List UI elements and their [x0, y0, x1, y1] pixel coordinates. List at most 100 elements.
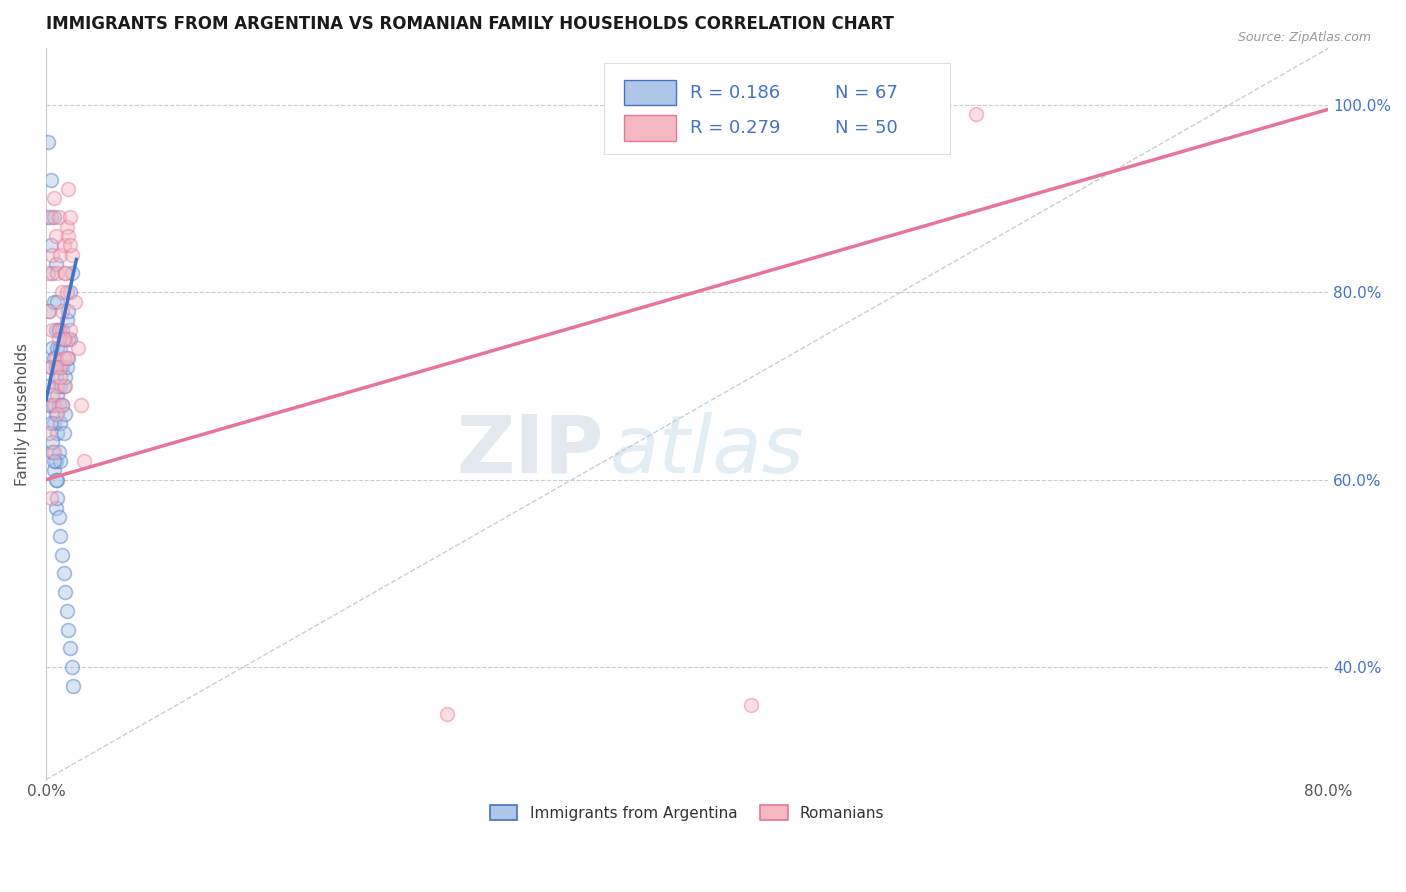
Point: [70, 398, 93, 412]
Point: [51, 323, 73, 337]
Point: [37, 135, 59, 149]
Point: [53, 369, 76, 384]
Point: [53, 267, 76, 281]
Text: ZIP: ZIP: [457, 411, 603, 490]
Point: [39, 238, 62, 252]
Point: [41, 248, 63, 262]
Point: [52, 566, 75, 581]
Text: IMMIGRANTS FROM ARGENTINA VS ROMANIAN FAMILY HOUSEHOLDS CORRELATION CHART: IMMIGRANTS FROM ARGENTINA VS ROMANIAN FA…: [46, 15, 894, 33]
Point: [56, 219, 79, 234]
Point: [60, 267, 83, 281]
Point: [51, 398, 73, 412]
Point: [42, 294, 65, 309]
Point: [52, 332, 75, 346]
Point: [49, 379, 72, 393]
Point: [46, 342, 69, 356]
Point: [45, 407, 67, 421]
Point: [42, 210, 65, 224]
Point: [45, 323, 67, 337]
Point: [51, 548, 73, 562]
FancyBboxPatch shape: [603, 63, 950, 154]
Point: [58, 332, 80, 346]
Point: [49, 454, 72, 468]
Point: [42, 398, 65, 412]
Point: [38, 304, 60, 318]
Point: [59, 332, 82, 346]
Point: [46, 294, 69, 309]
Point: [38, 304, 60, 318]
Point: [46, 473, 69, 487]
Point: [60, 248, 83, 262]
Point: [52, 238, 75, 252]
Point: [58, 228, 80, 243]
Point: [39, 491, 62, 506]
Point: [49, 360, 72, 375]
Point: [58, 351, 80, 365]
Point: [58, 304, 80, 318]
Point: [39, 360, 62, 375]
Point: [48, 210, 70, 224]
Text: Source: ZipAtlas.com: Source: ZipAtlas.com: [1237, 31, 1371, 45]
Point: [48, 360, 70, 375]
Point: [59, 323, 82, 337]
Point: [41, 267, 63, 281]
Point: [42, 454, 65, 468]
Point: [37, 210, 59, 224]
Point: [42, 463, 65, 477]
Point: [48, 444, 70, 458]
Point: [51, 304, 73, 318]
Point: [41, 388, 63, 402]
Point: [53, 407, 76, 421]
Point: [965, 107, 987, 121]
Text: atlas: atlas: [610, 411, 804, 490]
Point: [49, 342, 72, 356]
Point: [45, 228, 67, 243]
Point: [38, 398, 60, 412]
Point: [60, 660, 83, 674]
Point: [46, 379, 69, 393]
Point: [436, 706, 458, 721]
Text: R = 0.279: R = 0.279: [689, 120, 780, 137]
Point: [41, 398, 63, 412]
Point: [45, 351, 67, 365]
Point: [46, 267, 69, 281]
Point: [45, 500, 67, 515]
Point: [37, 267, 59, 281]
Point: [58, 182, 80, 196]
Text: N = 50: N = 50: [835, 120, 897, 137]
Point: [45, 360, 67, 375]
Point: [45, 454, 67, 468]
Point: [52, 351, 75, 365]
Point: [39, 360, 62, 375]
Point: [45, 369, 67, 384]
Point: [42, 444, 65, 458]
Point: [740, 698, 762, 712]
Point: [48, 398, 70, 412]
Point: [66, 342, 89, 356]
Point: [59, 285, 82, 300]
Point: [42, 191, 65, 205]
Point: [41, 323, 63, 337]
Point: [59, 641, 82, 656]
Point: [62, 679, 84, 693]
Point: [49, 248, 72, 262]
Point: [46, 491, 69, 506]
Point: [56, 604, 79, 618]
Point: [49, 529, 72, 543]
Point: [63, 294, 86, 309]
Point: [42, 351, 65, 365]
Point: [52, 379, 75, 393]
Point: [48, 323, 70, 337]
Point: [53, 267, 76, 281]
Point: [52, 425, 75, 440]
Point: [53, 332, 76, 346]
Point: [41, 444, 63, 458]
FancyBboxPatch shape: [624, 80, 675, 105]
Point: [37, 379, 59, 393]
Point: [42, 417, 65, 431]
Point: [39, 172, 62, 186]
Point: [48, 323, 70, 337]
Point: [46, 407, 69, 421]
Point: [59, 210, 82, 224]
Point: [59, 238, 82, 252]
